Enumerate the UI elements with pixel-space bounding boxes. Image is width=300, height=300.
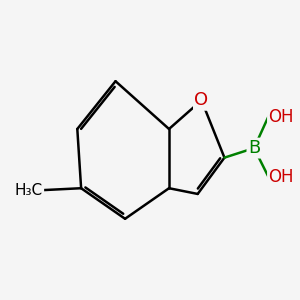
Text: OH: OH	[268, 168, 294, 186]
Text: OH: OH	[268, 108, 294, 126]
Text: H₃C: H₃C	[15, 183, 43, 198]
Text: O: O	[194, 91, 208, 109]
Text: B: B	[248, 139, 260, 157]
